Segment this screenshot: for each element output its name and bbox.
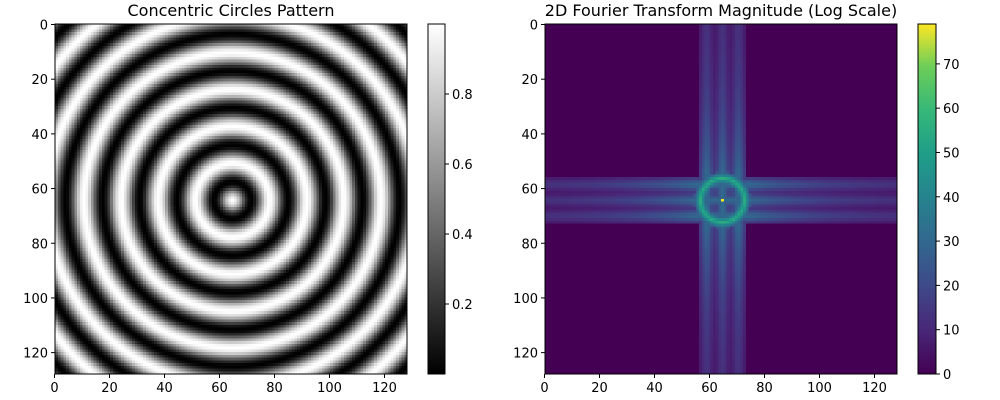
panel-concentric-circles: Concentric Circles Pattern 0 20 40 60 80 100 1… <box>23 1 473 396</box>
y-tick-label: 80 <box>31 237 48 252</box>
x-tick-label: 40 <box>646 381 663 396</box>
y-tick-label: 20 <box>31 73 48 88</box>
y-tick-label: 120 <box>513 347 538 362</box>
colorbar-tick-label: 0.6 <box>452 158 473 173</box>
x-tick-label: 20 <box>101 381 118 396</box>
fourier-magnitude-heatmap <box>545 24 897 374</box>
y-tick-label: 40 <box>31 128 48 143</box>
y-tick-label: 0 <box>530 19 538 34</box>
colorbar-tick-label: 0.2 <box>452 298 473 313</box>
x-axis-right: 0 20 40 60 80 100 120 <box>540 374 887 396</box>
x-tick-label: 80 <box>756 381 773 396</box>
colorbar-tick-label: 20 <box>943 279 960 294</box>
y-tick-label: 80 <box>521 237 538 252</box>
chart-title-left: Concentric Circles Pattern <box>128 1 335 20</box>
y-tick-label: 100 <box>23 292 48 307</box>
colorbar-viridis <box>917 23 937 375</box>
colorbar-tick-label: 0 <box>943 368 951 383</box>
x-tick-label: 60 <box>701 381 718 396</box>
chart-title-right: 2D Fourier Transform Magnitude (Log Scal… <box>545 1 897 20</box>
y-tick-label: 60 <box>31 183 48 198</box>
colorbar-tick-label: 70 <box>943 58 960 73</box>
colorbar-tick-label: 60 <box>943 102 960 117</box>
colorbar-tick-label: 50 <box>943 146 960 161</box>
concentric-circles-heatmap <box>55 24 407 374</box>
colorbar-axis-left: 0.2 0.4 0.6 0.8 <box>445 88 473 313</box>
x-tick-label: 100 <box>317 381 342 396</box>
colorbar-axis-right: 0 10 20 30 40 50 60 70 <box>936 58 960 383</box>
y-tick-label: 20 <box>521 73 538 88</box>
y-tick-label: 100 <box>513 292 538 307</box>
x-tick-label: 120 <box>862 381 887 396</box>
x-tick-label: 60 <box>211 381 228 396</box>
x-tick-label: 20 <box>591 381 608 396</box>
colorbar-gray <box>427 23 446 375</box>
y-tick-label: 40 <box>521 128 538 143</box>
x-tick-label: 100 <box>807 381 832 396</box>
x-tick-label: 0 <box>540 381 548 396</box>
colorbar-tick-label: 0.8 <box>452 88 473 103</box>
colorbar-tick-label: 10 <box>943 324 960 339</box>
plot-frame-left <box>54 23 408 375</box>
y-tick-label: 0 <box>40 19 48 34</box>
x-tick-label: 80 <box>266 381 283 396</box>
x-tick-label: 40 <box>156 381 173 396</box>
colorbar-tick-label: 0.4 <box>452 228 473 243</box>
y-axis-right: 0 20 40 60 80 100 120 <box>513 19 545 362</box>
x-axis-left: 0 20 40 60 80 100 120 <box>50 374 397 396</box>
colorbar-tick-label: 30 <box>943 235 960 250</box>
y-axis-left: 0 20 40 60 80 100 120 <box>23 19 55 362</box>
y-tick-label: 60 <box>521 183 538 198</box>
x-tick-label: 120 <box>372 381 397 396</box>
y-tick-label: 120 <box>23 347 48 362</box>
plot-frame-right <box>544 23 898 375</box>
x-tick-label: 0 <box>50 381 58 396</box>
panel-fourier-transform: 2D Fourier Transform Magnitude (Log Scal… <box>513 1 959 396</box>
colorbar-tick-label: 40 <box>943 191 960 206</box>
